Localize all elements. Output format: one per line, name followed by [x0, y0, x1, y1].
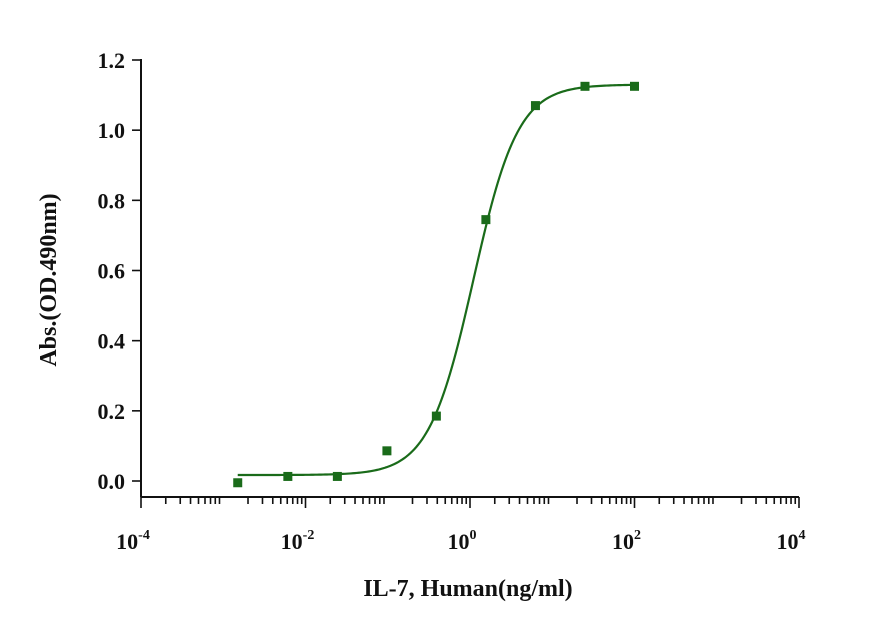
y-tick-label: 1.0 [98, 118, 126, 143]
x-tick-label: 102 [612, 528, 641, 554]
data-point [233, 478, 243, 488]
data-point [530, 101, 540, 111]
y-tick-label: 0.4 [98, 329, 126, 354]
y-tick-label: 0.2 [98, 399, 126, 424]
y-tick-label: 1.2 [98, 48, 126, 73]
y-axis: 0.0 0.2 0.4 0.6 0.8 1.0 1.2 [98, 48, 142, 497]
x-axis: 10-4 10-2 100 102 104 [116, 496, 806, 554]
data-point [481, 215, 491, 225]
y-tick-label: 0.6 [98, 259, 126, 284]
data-points-layer [233, 81, 639, 488]
data-point [283, 471, 293, 481]
data-point [382, 446, 392, 456]
x-tick-label: 100 [448, 528, 477, 554]
y-axis-title: Abs.(OD.490nm) [36, 193, 62, 366]
x-axis-title: IL-7, Human(ng/ml) [363, 576, 572, 602]
x-tick-label: 104 [777, 528, 806, 554]
data-point [332, 471, 342, 481]
x-tick-label: 10-4 [116, 528, 150, 554]
y-tick-label: 0.0 [98, 469, 126, 494]
data-point [580, 81, 590, 91]
x-tick-label: 10-2 [281, 528, 315, 554]
data-point [630, 81, 639, 91]
y-tick-label: 0.8 [98, 188, 126, 213]
data-point [431, 411, 441, 421]
